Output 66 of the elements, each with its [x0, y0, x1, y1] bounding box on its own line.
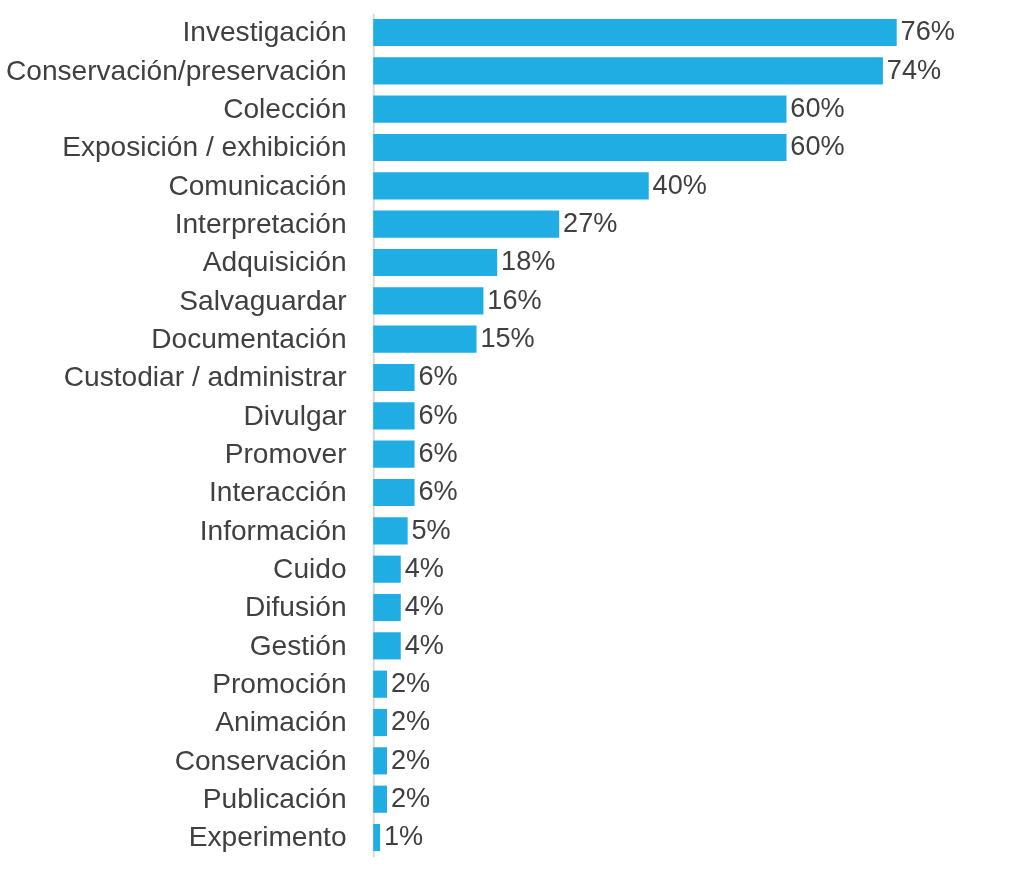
- y-tick-label: Interacción: [209, 476, 347, 508]
- bar: [373, 325, 477, 353]
- bar: [373, 363, 415, 392]
- bar: [373, 747, 387, 775]
- y-tick-label: Difusión: [245, 591, 347, 623]
- data-label: 6%: [418, 475, 458, 507]
- data-label: 5%: [411, 513, 451, 545]
- y-tick-label: Experimento: [188, 821, 347, 853]
- data-label: 2%: [390, 743, 431, 775]
- bar: [373, 708, 387, 737]
- data-label: 4%: [404, 551, 444, 583]
- bar: [373, 95, 787, 123]
- data-label: 40%: [652, 168, 707, 200]
- bar: [373, 287, 484, 315]
- y-tick-label: Cuido: [273, 552, 347, 584]
- data-label: 2%: [390, 666, 431, 698]
- data-label: 74%: [886, 53, 942, 85]
- data-label: 16%: [487, 283, 542, 315]
- data-label: 1%: [383, 820, 424, 852]
- data-label: 18%: [501, 245, 556, 277]
- y-tick-label: Información: [199, 514, 347, 546]
- bar: [373, 517, 408, 545]
- bar: [373, 478, 415, 507]
- data-label: 60%: [790, 91, 845, 123]
- bar: [373, 440, 415, 468]
- data-label: 6%: [418, 360, 458, 392]
- y-tick-label: Custodiar / administrar: [63, 361, 347, 393]
- y-tick-label: Promover: [224, 437, 347, 469]
- y-tick-label: Promoción: [212, 667, 347, 699]
- bar: [373, 210, 560, 238]
- bar: [373, 823, 381, 852]
- y-tick-label: Publicación: [202, 782, 347, 814]
- bar: [373, 402, 415, 430]
- data-label: 6%: [418, 398, 458, 430]
- data-label: 4%: [404, 628, 444, 660]
- bar: [373, 18, 897, 47]
- bar: [373, 785, 387, 813]
- y-tick-label: Investigación: [182, 16, 347, 48]
- data-label: 4%: [404, 590, 444, 622]
- bar: [373, 248, 498, 277]
- y-tick-label: Salvaguardar: [179, 284, 347, 316]
- y-tick-label: Animación: [215, 706, 347, 738]
- bar: [373, 593, 401, 622]
- data-label: 2%: [390, 781, 431, 813]
- bar: [373, 57, 883, 85]
- y-tick-label: Documentación: [151, 322, 347, 354]
- y-tick-label: Conservación: [174, 744, 347, 776]
- data-label: 6%: [418, 436, 458, 468]
- y-tick-label: Exposición / exhibición: [62, 131, 347, 163]
- data-label: 2%: [390, 705, 431, 737]
- bar: [373, 133, 787, 162]
- y-tick-label: Gestión: [249, 629, 347, 661]
- data-label: 60%: [790, 130, 845, 162]
- y-tick-label: Interpretación: [174, 207, 347, 239]
- bar: [373, 632, 401, 660]
- bar: [373, 172, 649, 200]
- bar: [373, 670, 387, 698]
- data-label: 27%: [563, 206, 618, 238]
- y-tick-label: Colección: [223, 92, 347, 124]
- y-tick-label: Comunicación: [168, 169, 347, 201]
- data-label: 15%: [480, 321, 535, 353]
- y-tick-label: Adquisición: [202, 246, 347, 278]
- y-tick-label: Conservación/preservación: [5, 54, 347, 86]
- bar: [373, 555, 401, 583]
- y-tick-label: Divulgar: [243, 399, 347, 431]
- data-label: 76%: [900, 15, 955, 47]
